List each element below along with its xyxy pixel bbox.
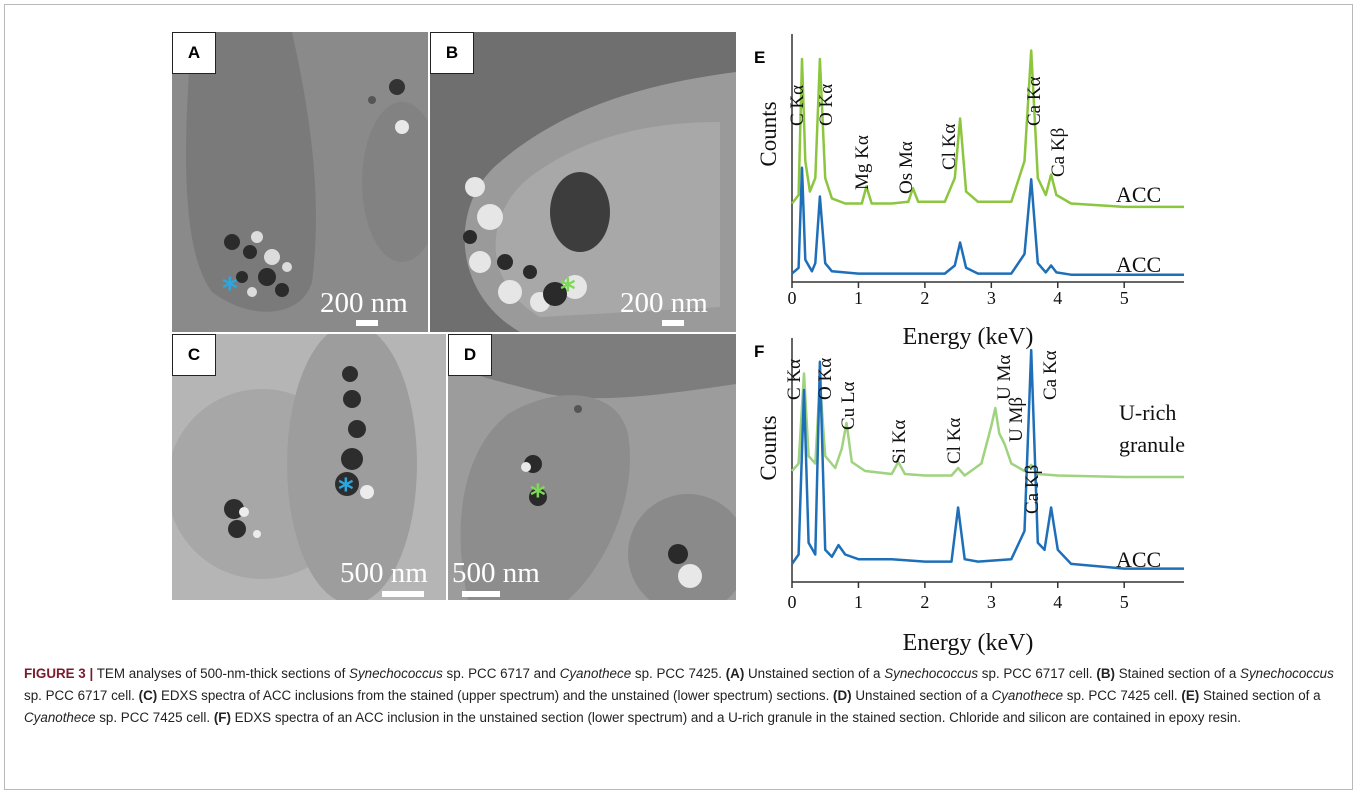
peak-label: Os Mα [896,141,917,194]
x-tick-label: 5 [1120,288,1129,308]
peak-label: Ca Kβ [1022,465,1043,514]
panel-label-d: D [448,334,492,376]
scale-label-a: 200 nm [320,287,408,319]
spectrum-line-upper [791,49,1184,209]
caption-text: TEM analyses of 500-nm-thick sections of [93,666,350,681]
peak-label: Mg Kα [852,135,873,190]
caption-italic: Cyanothece [559,666,632,681]
x-tick-label: 4 [1053,592,1062,612]
caption-bold: (B) [1096,666,1115,681]
tem-image-c [172,334,446,600]
series-label: ACC [1116,547,1161,572]
peak-label: Cl Kα [944,418,965,464]
asterisk-marker: * [338,473,354,508]
x-tick-label: 1 [854,592,863,612]
panel-label-f: F [754,342,765,361]
x-tick-label: 0 [788,592,797,612]
peak-label: O Kα [816,84,837,126]
tem-image-a [172,32,428,332]
caption-text: Unstained section of a [744,666,885,681]
caption-italic: Synechococcus [884,666,979,681]
scale-bar-c [382,591,424,597]
caption-text: sp. PCC 6717 cell. [978,666,1097,681]
peak-label: Si Kα [889,420,910,464]
caption-bold: (E) [1181,688,1200,703]
x-tick-label: 3 [987,288,996,308]
scale-label-b: 200 nm [620,287,708,319]
caption-text: sp. PCC 7425. [631,666,726,681]
caption-text: sp. PCC 7425 cell. [1063,688,1182,703]
x-tick-label: 5 [1120,592,1129,612]
scale-bar-b [662,320,684,326]
peak-label: C Kα [784,359,805,400]
series-label: granule [1119,432,1185,457]
asterisk-marker: * [530,479,546,514]
series-label: U-rich [1119,400,1176,425]
x-tick-label: 4 [1053,288,1062,308]
scale-bar-d [462,591,500,597]
chart-panel-e: E 0 1 2 3 4 5 Energy (keV) Counts C Kα O Kα Mg Kα O… [746,34,1196,354]
tem-panel-c: C * 500 nm [172,334,446,600]
tem-image-d [448,334,736,600]
tem-panel-d: D * 500 nm [448,334,736,600]
caption-italic: Cyanothece [24,710,96,725]
caption-italic: Synechococcus [349,666,443,681]
chart-panel-f: F 0 1 2 3 4 5 Energy (keV) Counts C Kα O Kα Cu Lα S… [746,338,1196,660]
spectrum-line-lower [791,166,1184,276]
peak-label: Ca Kα [1024,76,1045,126]
caption-text: sp. PCC 7425 cell. [95,710,214,725]
peak-label: U Mβ [1006,397,1027,442]
peak-label: U Mα [994,355,1015,400]
caption-text: EDXS spectra of an ACC inclusion in the … [230,710,1241,725]
scale-bar-a [356,320,378,326]
peak-label: Ca Kβ [1048,128,1069,177]
caption-bold: (A) [725,666,745,681]
y-axis-label: Counts [756,101,781,166]
edxs-chart-e: 0 1 2 3 4 5 Energy (keV) Counts C Kα O Kα Mg Kα Os … [756,34,1184,350]
panel-label-b: B [430,32,474,74]
tem-panel-b: B * 200 nm [430,32,736,332]
caption-bold: (D) [833,688,852,703]
y-axis-label: Counts [756,415,781,480]
asterisk-marker: * [222,272,238,307]
caption-text: Unstained section of a [851,688,992,703]
caption-text: sp. PCC 6717 and [442,666,560,681]
caption-text: EDXS spectra of ACC inclusions from the … [157,688,834,703]
caption-text: Stained section of a [1199,688,1321,703]
peak-label: O Kα [815,358,836,400]
x-tick-label: 2 [920,288,929,308]
peak-label: Cl Kα [939,124,960,170]
panel-label-a: A [172,32,216,74]
series-label: ACC [1116,252,1161,277]
series-label: ACC [1116,182,1161,207]
scale-label-c: 500 nm [340,557,428,589]
x-axis-label: Energy (keV) [903,324,1034,350]
x-axis-label: Energy (keV) [903,630,1034,656]
peak-label: Cu Lα [838,381,859,430]
x-tick-label: 2 [920,592,929,612]
panel-label-c: C [172,334,216,376]
tem-panel-a: A * 200 nm [172,32,428,332]
caption-text: sp. PCC 6717 cell. [24,688,139,703]
peak-label: C Kα [787,85,808,126]
x-tick-label: 3 [987,592,996,612]
asterisk-marker: * [560,273,576,308]
x-tick-label: 1 [854,288,863,308]
scale-label-d: 500 nm [452,557,540,589]
x-tick-label: 0 [788,288,797,308]
caption-text: Stained section of a [1114,666,1241,681]
tem-image-b [430,32,736,332]
caption-bold: (F) [213,710,231,725]
figure-number: FIGURE 3 | [24,666,94,681]
caption-italic: Synechococcus [1240,666,1334,681]
caption-bold: (C) [138,688,158,703]
peak-label: Ca Kα [1040,350,1061,400]
caption-italic: Cyanothece [991,688,1064,703]
figure-frame [4,4,1353,790]
panel-label-e: E [754,48,766,67]
figure-caption: FIGURE 3 | TEM analyses of 500-nm-thick … [24,663,1336,729]
spectrum-line-lower [790,348,1184,570]
